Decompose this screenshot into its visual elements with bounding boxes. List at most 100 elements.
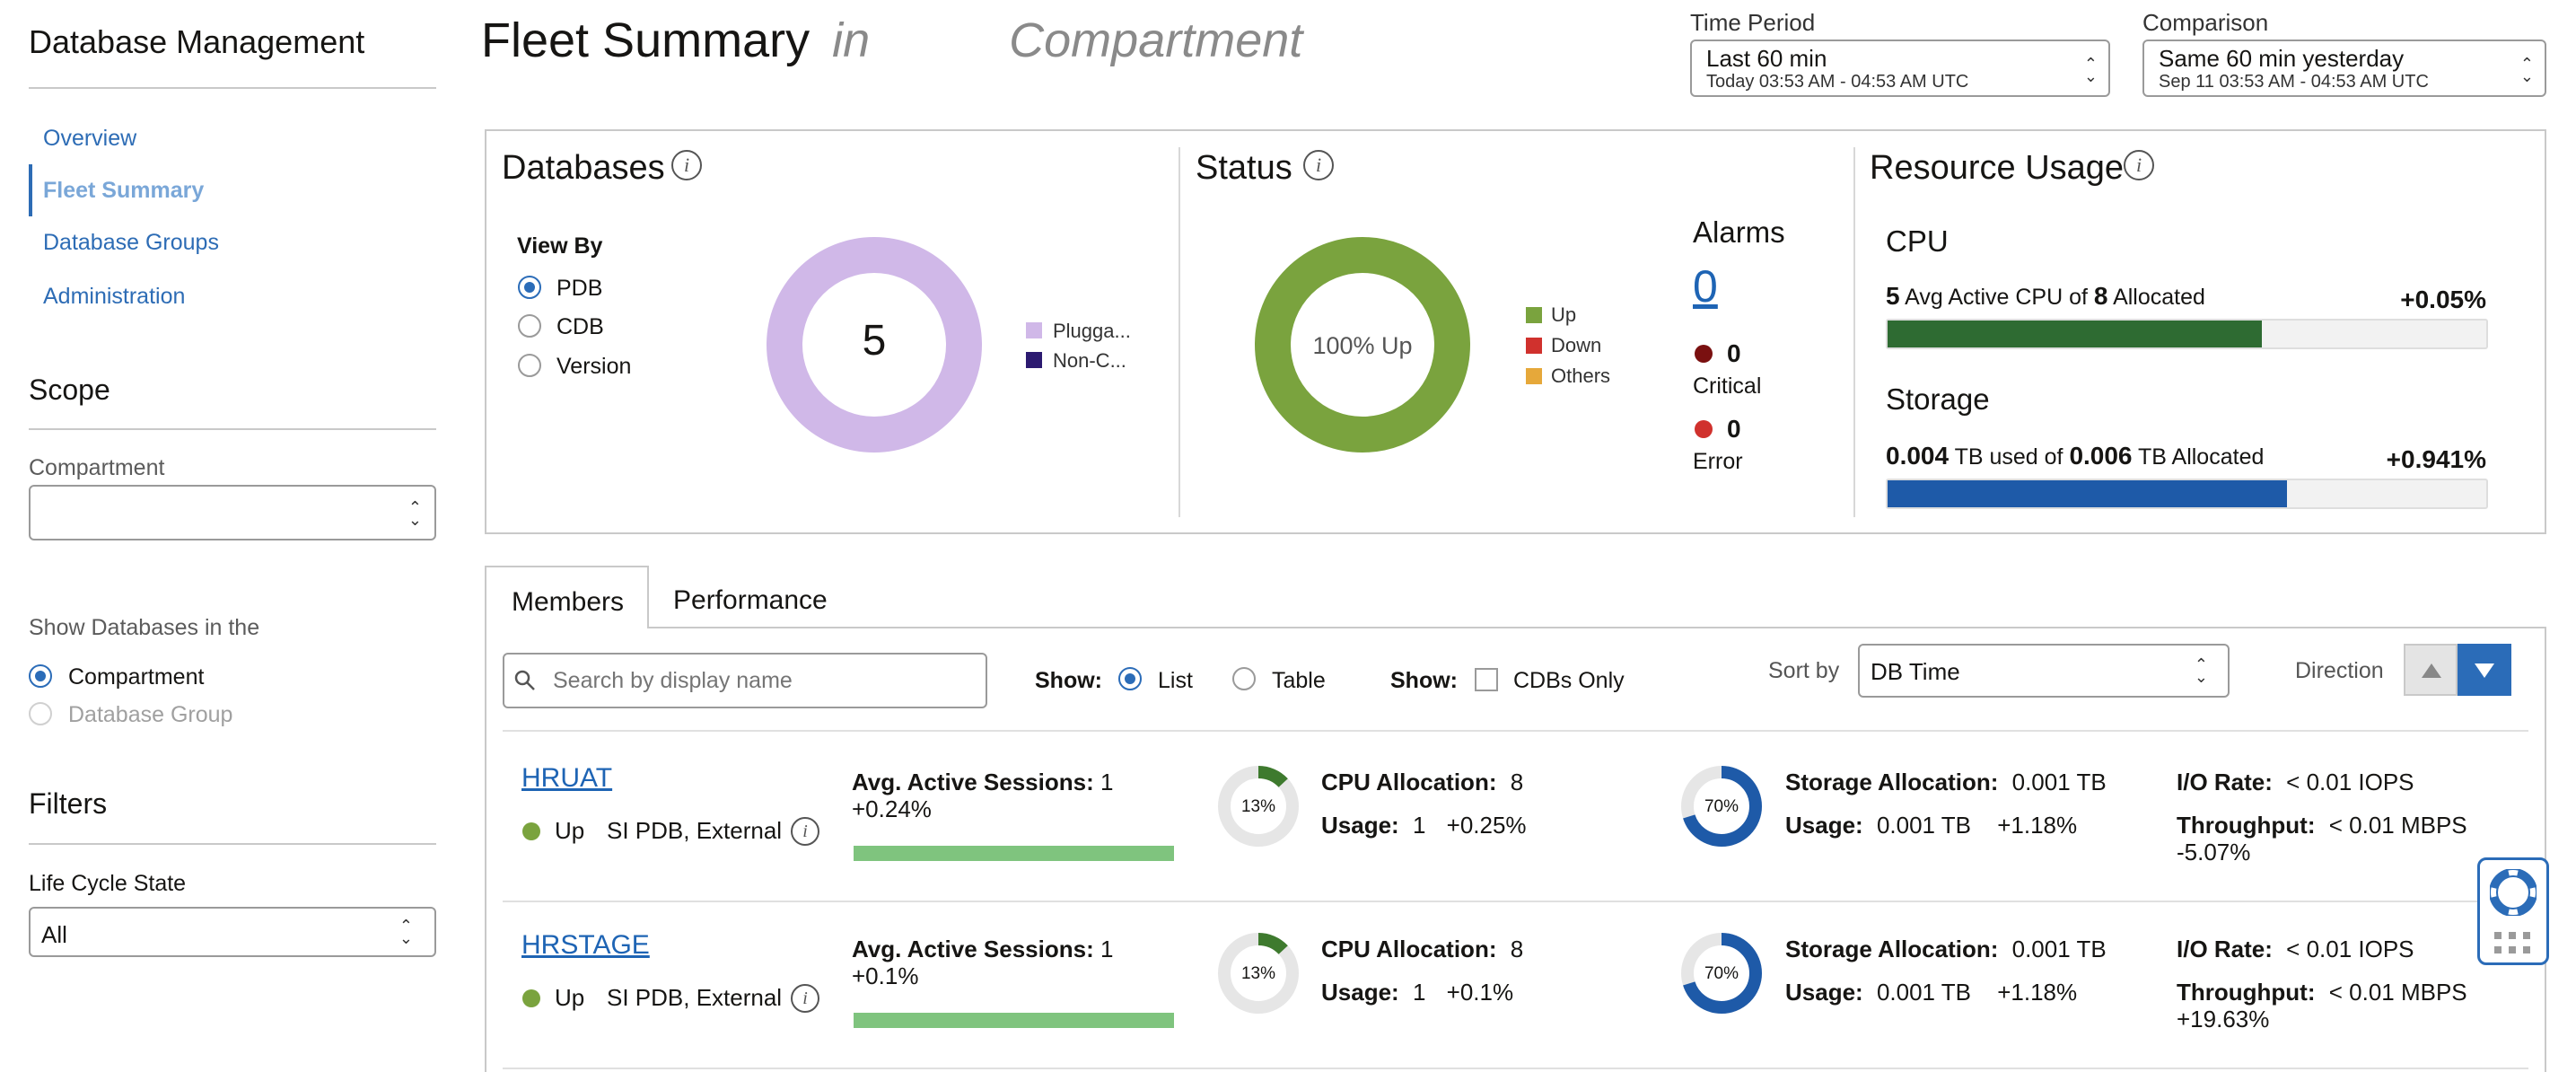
cpu-allocation: CPU Allocation: 8 <box>1321 936 1523 963</box>
storage-usage-fill <box>1888 480 2287 507</box>
status-donut[interactable] <box>1251 233 1474 456</box>
radio-pdb[interactable] <box>518 276 541 299</box>
radio-compartment[interactable] <box>29 664 52 688</box>
show-databases-label: Show Databases in the <box>29 615 260 640</box>
status-donut-label: 100% Up <box>1312 332 1413 359</box>
radio-database-group-label: Database Group <box>68 702 233 727</box>
cdbs-only-checkbox[interactable] <box>1475 668 1498 691</box>
member-name-link[interactable]: HRUAT <box>521 763 613 793</box>
storage-title: Storage <box>1886 382 1990 416</box>
storage-usage-donut <box>1681 933 1762 1014</box>
alarms-count-link[interactable]: 0 <box>1693 261 1718 312</box>
nav-database-groups[interactable]: Database Groups <box>43 230 219 255</box>
info-icon[interactable]: i <box>2124 150 2154 180</box>
storage-usage-label: Usage: <box>1785 812 1863 839</box>
radio-database-group[interactable] <box>29 702 52 725</box>
status-up-dot <box>522 822 540 840</box>
cpu-usage-value: 1 <box>1412 812 1426 839</box>
cpu-usage-percent: 13% <box>1240 797 1276 816</box>
compartment-select[interactable]: ⌃ ⌄ <box>29 485 436 540</box>
cpu-usage-percent: 13% <box>1240 964 1276 983</box>
nav-administration[interactable]: Administration <box>43 284 186 309</box>
info-icon[interactable]: i <box>791 817 819 846</box>
nav-active-indicator <box>29 164 32 216</box>
nav-overview[interactable]: Overview <box>43 126 137 151</box>
sort-by-value: DB Time <box>1871 658 1960 685</box>
cpu-change: +0.05% <box>2400 286 2486 313</box>
cpu-active-value: 5 <box>1886 282 1900 310</box>
show-label: Show: <box>1035 668 1102 693</box>
member-name-link[interactable]: HRSTAGE <box>521 930 650 960</box>
chevron-updown-icon: ⌃ ⌄ <box>2083 55 2098 85</box>
comparison-value: Same 60 min yesterday <box>2159 45 2405 72</box>
error-dot <box>1695 420 1713 438</box>
sort-by-select[interactable]: DB Time ⌃ ⌄ <box>1858 644 2230 698</box>
scope-title: Scope <box>29 373 110 406</box>
member-status: Up <box>555 984 585 1011</box>
storage-allocation: Storage Allocation: 0.001 TB <box>1785 769 2107 796</box>
time-period-label: Time Period <box>1690 9 1816 36</box>
aas-change: +0.24% <box>852 795 932 822</box>
info-icon[interactable]: i <box>791 984 819 1013</box>
tab-performance[interactable]: Performance <box>673 585 828 615</box>
direction-label: Direction <box>2295 658 2384 683</box>
search-field[interactable] <box>553 665 966 696</box>
row-divider <box>503 901 2528 902</box>
time-period-select[interactable]: Last 60 min Today 03:53 AM - 04:53 AM UT… <box>1690 40 2110 97</box>
sort-descending-button[interactable] <box>2458 644 2511 696</box>
cpu-usage: Usage: 1 +0.25% <box>1321 812 1527 839</box>
radio-table[interactable] <box>1232 667 1256 690</box>
aas-text: Avg. Active Sessions: 1 <box>852 936 1113 963</box>
legend-swatch <box>1526 307 1542 323</box>
legend-swatch <box>1526 368 1542 384</box>
search-icon <box>514 670 535 690</box>
storage-used-value: 0.004 <box>1886 442 1950 470</box>
search-input[interactable] <box>503 653 987 708</box>
databases-donut[interactable] <box>763 233 986 456</box>
cpu-usage-change: +0.1% <box>1446 979 1514 1006</box>
status-up-dot <box>522 989 540 1007</box>
sort-by-label: Sort by <box>1768 658 1840 683</box>
storage-allocation-value: 0.001 TB <box>2011 769 2107 795</box>
radio-list[interactable] <box>1118 667 1142 690</box>
status-title: Status <box>1196 149 1292 187</box>
page-title-compartment: Compartment <box>1009 13 1303 67</box>
storage-usage-bar <box>1886 479 2488 509</box>
comparison-select[interactable]: Same 60 min yesterday Sep 11 03:53 AM - … <box>2142 40 2546 97</box>
comparison-range: Sep 11 03:53 AM - 04:53 AM UTC <box>2159 72 2429 92</box>
member-status: Up <box>555 817 585 844</box>
divider <box>29 843 436 845</box>
radio-compartment-label: Compartment <box>68 664 205 690</box>
storage-usage-percent: 70% <box>1704 964 1739 983</box>
radio-cdb[interactable] <box>518 314 541 338</box>
storage-summary: 0.004 TB used of 0.006 TB Allocated <box>1886 442 2264 470</box>
radio-version-label: Version <box>556 354 632 379</box>
lifecycle-select[interactable]: All ⌃ ⌄ <box>29 907 436 957</box>
error-label: Error <box>1693 449 1743 474</box>
info-icon[interactable]: i <box>1303 150 1334 180</box>
info-icon[interactable]: i <box>671 150 702 180</box>
nav-fleet-summary[interactable]: Fleet Summary <box>43 178 205 203</box>
arrow-down-icon <box>2475 663 2494 678</box>
usage-label: Usage: <box>1321 979 1399 1006</box>
throughput-change: +19.63% <box>2177 1006 2270 1032</box>
cpu-allocation-label: CPU Allocation: <box>1321 936 1497 962</box>
time-period-value: Last 60 min <box>1706 45 1827 72</box>
cpu-usage: Usage: 1 +0.1% <box>1321 979 1513 1006</box>
chevron-updown-icon: ⌃ ⌄ <box>399 917 413 947</box>
legend-pluggable: Plugga... <box>1053 320 1131 342</box>
storage-usage-donut <box>1681 766 1762 847</box>
drag-handle-icon <box>2494 932 2530 953</box>
legend-swatch <box>1526 338 1542 354</box>
io-rate-value: < 0.01 IOPS <box>2286 936 2414 962</box>
help-widget[interactable] <box>2477 857 2549 965</box>
radio-pdb-label: PDB <box>556 276 603 301</box>
cpu-text-2: Allocated <box>2113 285 2205 310</box>
sort-ascending-button[interactable] <box>2404 644 2458 696</box>
tab-members[interactable]: Members <box>485 566 649 628</box>
legend-non-cdb: Non-C... <box>1053 349 1126 372</box>
throughput-change: -5.07% <box>2177 839 2251 866</box>
tab-underline <box>649 627 2546 628</box>
radio-version[interactable] <box>518 354 541 377</box>
storage-usage-value: 0.001 TB <box>1876 812 1971 839</box>
